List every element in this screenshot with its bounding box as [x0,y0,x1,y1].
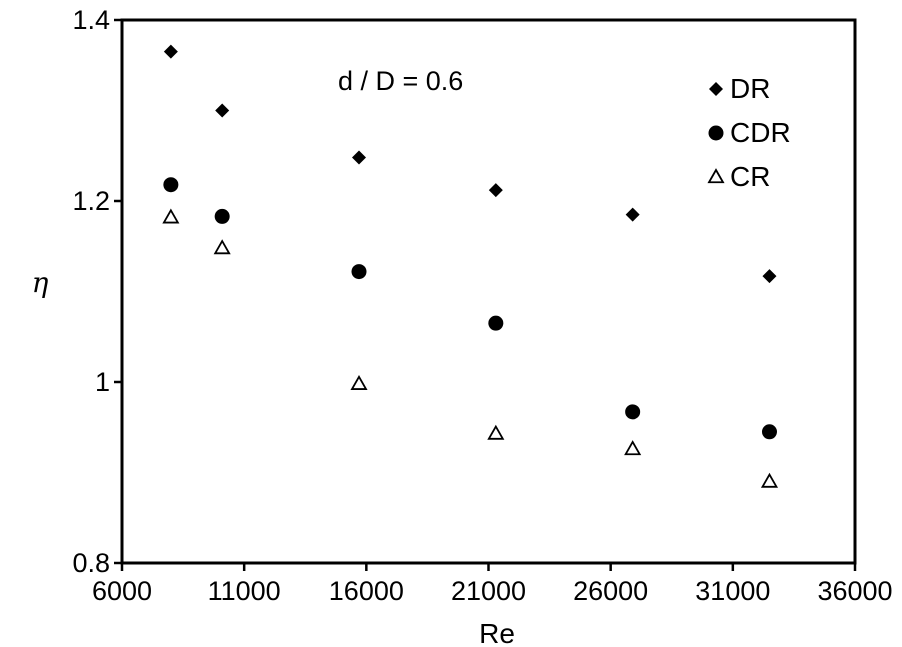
data-point [163,177,179,193]
data-point [215,103,230,118]
data-point [351,264,367,280]
x-tick-label: 11000 [208,576,281,606]
annotation-text: d / D = 0.6 [338,66,463,96]
y-axis-title: η [32,266,49,299]
data-point [624,440,642,456]
legend-marker-cdr [708,125,724,141]
series-cr [162,208,779,488]
data-point [760,472,779,488]
data-series [162,44,779,488]
data-point [350,374,368,390]
y-tick-label: 0.8 [72,548,110,578]
y-tick-label: 1.2 [72,186,110,216]
y-axis: 0.8 1 1.2 1.4 [72,5,122,578]
x-tick-label: 36000 [817,576,892,606]
legend: DR CDR CR [707,73,791,192]
data-point [761,424,777,440]
data-point [163,44,178,59]
x-tick-label: 21000 [451,576,526,606]
x-tick-label: 26000 [573,576,648,606]
data-point [488,315,504,331]
y-tick-label: 1 [95,367,110,397]
x-axis-title: Re [479,618,515,647]
data-point [213,239,231,255]
data-point [762,269,777,284]
data-point [352,150,367,165]
x-axis: 6000 11000 16000 21000 26000 31000 36000 [92,563,893,606]
data-point [487,424,505,440]
y-tick-label: 1.4 [72,5,110,35]
legend-label-dr: DR [730,73,770,104]
series-dr [163,44,777,284]
legend-marker-cr [707,168,725,184]
data-point [625,404,641,420]
series-cdr [163,177,777,440]
legend-label-cdr: CDR [730,117,791,148]
x-tick-label: 31000 [695,576,770,606]
x-tick-label: 6000 [92,576,152,606]
data-point [162,208,180,224]
legend-label-cr: CR [730,161,770,192]
data-point [625,207,640,222]
data-point [214,208,230,224]
data-point [488,183,503,198]
x-tick-label: 16000 [329,576,404,606]
legend-marker-dr [709,82,723,96]
